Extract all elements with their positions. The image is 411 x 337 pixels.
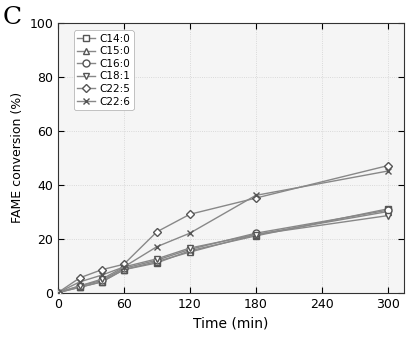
C15:0 (77, 285, 82, 289)
C16:0 (121, 266, 126, 270)
C14:0 (385, 207, 390, 211)
Line: C14:0: C14:0 (54, 206, 391, 296)
C15:0 (99, 280, 104, 284)
C18:1 (155, 257, 159, 261)
C14:0 (121, 268, 126, 272)
C22:6 (385, 169, 390, 173)
C18:1 (121, 265, 126, 269)
C22:5 (155, 230, 159, 234)
X-axis label: Time (min): Time (min) (193, 316, 269, 330)
C22:5 (99, 268, 104, 272)
C22:6 (253, 193, 258, 197)
C16:0 (253, 231, 258, 235)
C14:0 (99, 280, 104, 284)
C18:1 (55, 290, 60, 295)
C15:0 (253, 233, 258, 237)
C22:5 (55, 290, 60, 295)
C22:5 (121, 262, 126, 266)
C15:0 (187, 250, 192, 254)
C22:6 (55, 290, 60, 295)
Line: C16:0: C16:0 (54, 207, 391, 296)
C18:1 (385, 214, 390, 218)
C22:6 (121, 265, 126, 269)
C14:0 (155, 261, 159, 265)
C14:0 (77, 285, 82, 289)
C22:5 (385, 164, 390, 168)
C16:0 (99, 278, 104, 282)
C15:0 (155, 259, 159, 264)
C14:0 (55, 290, 60, 295)
C16:0 (55, 290, 60, 295)
C22:6 (155, 245, 159, 249)
C15:0 (385, 210, 390, 214)
C18:1 (77, 284, 82, 288)
C15:0 (55, 290, 60, 295)
Legend: C14:0, C15:0, C16:0, C18:1, C22:5, C22:6: C14:0, C15:0, C16:0, C18:1, C22:5, C22:6 (74, 30, 134, 110)
Line: C18:1: C18:1 (54, 212, 391, 296)
C16:0 (155, 258, 159, 262)
Line: C15:0: C15:0 (54, 208, 391, 296)
Line: C22:5: C22:5 (55, 163, 390, 296)
C22:6 (99, 273, 104, 277)
C16:0 (385, 208, 390, 212)
C16:0 (77, 284, 82, 288)
C18:1 (253, 233, 258, 237)
C14:0 (253, 234, 258, 238)
C22:5 (187, 212, 192, 216)
C18:1 (99, 277, 104, 281)
C22:6 (187, 231, 192, 235)
C14:0 (187, 249, 192, 253)
C18:1 (187, 246, 192, 250)
Line: C22:6: C22:6 (54, 167, 391, 296)
C22:5 (253, 196, 258, 200)
C22:5 (77, 276, 82, 280)
Y-axis label: FAME conversion (%): FAME conversion (%) (11, 92, 23, 223)
C16:0 (187, 247, 192, 251)
C22:6 (77, 280, 82, 284)
C15:0 (121, 268, 126, 272)
Text: C: C (2, 6, 22, 29)
